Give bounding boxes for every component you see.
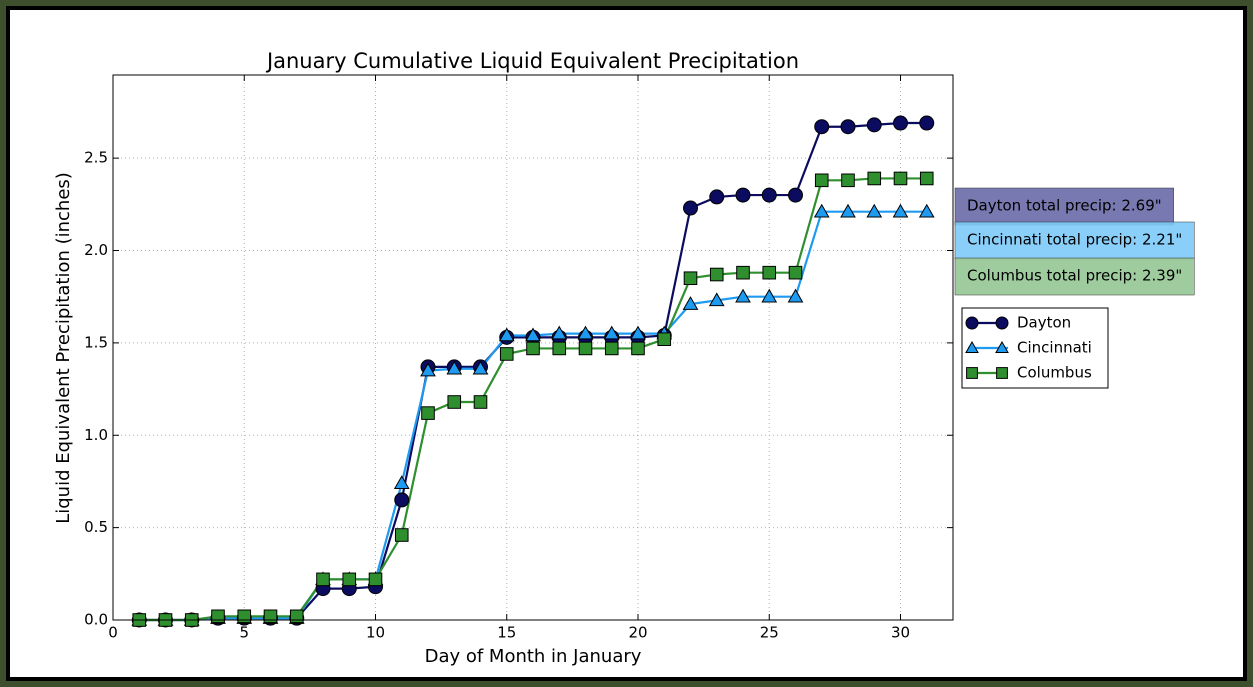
x-tick-label: 25	[760, 624, 779, 642]
page: {"chart_data": { "type": "line", "title"…	[0, 0, 1253, 687]
y-tick-label: 2.0	[84, 241, 108, 259]
marker	[842, 174, 855, 187]
x-tick-label: 15	[497, 624, 516, 642]
marker	[841, 120, 855, 134]
y-tick-label: 2.5	[84, 149, 108, 167]
x-tick-label: 0	[108, 624, 118, 642]
annotation: Cincinnati total precip: 2.21"	[955, 222, 1194, 259]
marker	[579, 342, 592, 355]
x-tick-label: 5	[239, 624, 249, 642]
annotation-text: Dayton total precip: 2.69"	[967, 197, 1162, 215]
legend: Dayton Cincinnati Columbus	[962, 308, 1108, 388]
legend-label: Columbus	[1017, 364, 1092, 382]
annotation: Columbus total precip: 2.39"	[955, 258, 1194, 295]
marker	[527, 342, 540, 355]
marker	[422, 407, 435, 420]
marker	[395, 493, 409, 507]
marker	[264, 610, 277, 623]
marker	[369, 573, 382, 586]
marker	[736, 188, 750, 202]
chart-title: January Cumulative Liquid Equivalent Pre…	[265, 49, 799, 73]
marker	[684, 201, 698, 215]
chart: January Cumulative Liquid Equivalent Pre…	[0, 0, 1253, 687]
marker	[894, 172, 907, 185]
marker	[710, 190, 724, 204]
y-tick-label: 1.5	[84, 333, 108, 351]
marker	[867, 118, 881, 132]
marker	[343, 573, 356, 586]
marker	[212, 610, 225, 623]
marker	[500, 348, 513, 361]
marker	[317, 573, 330, 586]
marker	[763, 266, 776, 279]
marker	[920, 172, 933, 185]
marker	[710, 268, 723, 281]
marker	[815, 120, 829, 134]
marker	[789, 188, 803, 202]
marker	[605, 342, 618, 355]
marker	[684, 272, 697, 285]
x-axis-label: Day of Month in January	[425, 646, 642, 667]
marker	[868, 172, 881, 185]
marker	[815, 174, 828, 187]
x-tick-label: 30	[891, 624, 910, 642]
x-tick-label: 20	[628, 624, 647, 642]
annotation: Dayton total precip: 2.69"	[955, 188, 1174, 225]
annotation-text: Cincinnati total precip: 2.21"	[967, 231, 1182, 249]
y-tick-label: 0.5	[84, 518, 108, 536]
marker	[894, 116, 908, 130]
y-tick-label: 0.0	[84, 611, 108, 629]
marker	[448, 396, 461, 409]
marker	[920, 116, 934, 130]
marker	[789, 266, 802, 279]
marker	[632, 342, 645, 355]
marker	[966, 317, 978, 329]
legend-label: Dayton	[1017, 314, 1071, 332]
marker	[997, 368, 1008, 379]
marker	[967, 368, 978, 379]
y-tick-label: 1.0	[84, 426, 108, 444]
marker	[290, 610, 303, 623]
marker	[762, 188, 776, 202]
marker	[395, 529, 408, 542]
marker	[474, 396, 487, 409]
legend-label: Cincinnati	[1017, 339, 1092, 357]
marker	[238, 610, 251, 623]
marker	[658, 333, 671, 346]
y-axis-label: Liquid Equivalent Precipitation (inches)	[53, 172, 74, 524]
annotation-text: Columbus total precip: 2.39"	[967, 267, 1182, 285]
marker	[996, 317, 1008, 329]
marker	[737, 266, 750, 279]
marker	[553, 342, 566, 355]
x-tick-label: 10	[366, 624, 385, 642]
